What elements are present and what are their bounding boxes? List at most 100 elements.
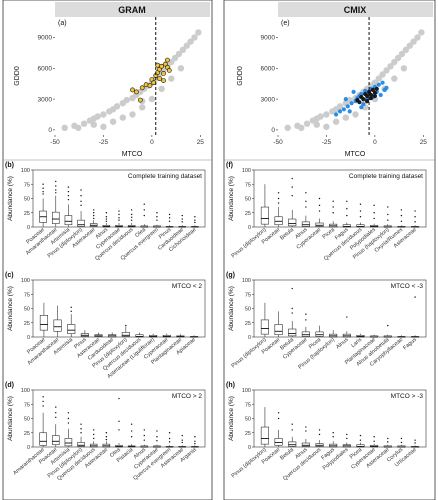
scatter-point (368, 96, 374, 101)
y-tick-label: 25 (24, 211, 30, 217)
box-outlier (55, 180, 57, 183)
box-outlier (305, 430, 307, 432)
y-tick-label: 100 (21, 388, 30, 394)
scatter-point (352, 111, 359, 118)
scatter-point (372, 90, 377, 95)
y-tick-label: 100 (21, 278, 30, 284)
y-tick-label: 25 (24, 321, 30, 327)
box-outlier (156, 219, 158, 221)
panel-label: (c) (5, 272, 14, 279)
box-outlier (194, 219, 196, 221)
y-tick-label: 75 (245, 402, 251, 408)
y-axis-label: Abundance (%) (228, 286, 235, 331)
box-outlier (291, 312, 293, 314)
scatter-point (94, 113, 101, 120)
x-tick-label: 25 (420, 139, 428, 146)
box-outlier (305, 313, 307, 315)
scatter-a-label: (a) (58, 20, 67, 27)
panel-annotation: MTCO > 2 (172, 393, 203, 400)
box-outlier (277, 412, 280, 414)
box-outlier (105, 436, 108, 438)
box-outlier (346, 316, 348, 318)
y-tick-label: 3000 (38, 96, 53, 103)
panel-label: (b) (5, 162, 14, 169)
scatter-point (155, 62, 161, 68)
box-outlier (332, 212, 334, 214)
box-outlier (67, 186, 70, 188)
box-outlier (181, 434, 183, 437)
box-outlier (105, 438, 108, 441)
x-tick-label: -50 (50, 139, 60, 146)
left-header: GRAM (118, 5, 146, 15)
box-outlier (332, 432, 334, 434)
box-outlier (67, 422, 70, 424)
panel-annotation: Complete training dataset (128, 173, 202, 180)
box-outlier (80, 204, 82, 207)
scatter-point (75, 124, 82, 131)
scatter-e-xlabel: MTCO (345, 151, 366, 158)
box-outlier (93, 429, 95, 431)
box-outlier (168, 217, 171, 219)
box-outlier (291, 423, 293, 425)
box-outlier (55, 406, 57, 408)
box-outlier (346, 433, 348, 436)
box-outlier (318, 433, 321, 436)
box-outlier (125, 324, 127, 327)
box (274, 324, 283, 336)
scatter-point (334, 112, 339, 117)
box (39, 315, 48, 331)
y-tick-label: 0 (27, 225, 30, 231)
scatter-e-xticks: -50 -25 0 25 (273, 135, 427, 146)
scatter-point (384, 85, 389, 90)
scatter-point (400, 65, 408, 72)
box-outlier (130, 219, 133, 221)
y-tick-label: 25 (245, 431, 251, 437)
scatter-point (410, 38, 417, 45)
scatter-point (284, 124, 291, 131)
box-outlier (414, 439, 416, 441)
box-outlier (80, 428, 82, 430)
y-tick-label: 9000 (38, 35, 53, 42)
box (77, 219, 85, 227)
box-outlier (156, 436, 158, 438)
box-outlier (346, 200, 348, 203)
box-outlier (130, 423, 133, 425)
x-tick-label: -25 (99, 139, 109, 146)
y-tick-label: 100 (242, 278, 251, 284)
scatter-point (380, 80, 385, 85)
y-tick-label: 0 (248, 335, 251, 341)
scatter-point (365, 99, 370, 104)
box-outlier (373, 212, 375, 214)
box-outlier (67, 417, 70, 420)
box-outlier (318, 210, 321, 212)
box-outlier (80, 194, 82, 197)
y-tick-label: 50 (245, 197, 251, 203)
scatter-point (183, 42, 190, 49)
scatter-point (383, 67, 390, 74)
scatter-point (336, 103, 344, 110)
scatter-point (129, 111, 136, 118)
scatter-point (90, 121, 98, 128)
box-outlier (55, 192, 57, 194)
box-outlier (400, 441, 403, 444)
box-outlier (70, 310, 72, 313)
box-outlier (55, 416, 57, 419)
box-outlier (156, 440, 158, 442)
box-outlier (168, 437, 171, 440)
box (135, 334, 144, 338)
box-outlier (143, 439, 145, 441)
y-tick-label: 75 (24, 292, 30, 298)
box-outlier (67, 198, 70, 201)
box-outlier (42, 183, 44, 185)
box-outlier (346, 437, 348, 440)
y-tick-label: 75 (245, 182, 251, 188)
box-outlier (373, 204, 375, 207)
right-column: CMIX (e) -50 -25 0 25 0 3000 6000 9000 MTCO GD… (223, 0, 436, 500)
box-outlier (168, 432, 171, 434)
scatter-point (363, 88, 368, 93)
box-outlier (80, 200, 82, 203)
panel-label: (d) (5, 382, 14, 389)
scatter-point (147, 83, 153, 89)
scatter-point (351, 89, 356, 94)
scatter-point (130, 87, 135, 93)
